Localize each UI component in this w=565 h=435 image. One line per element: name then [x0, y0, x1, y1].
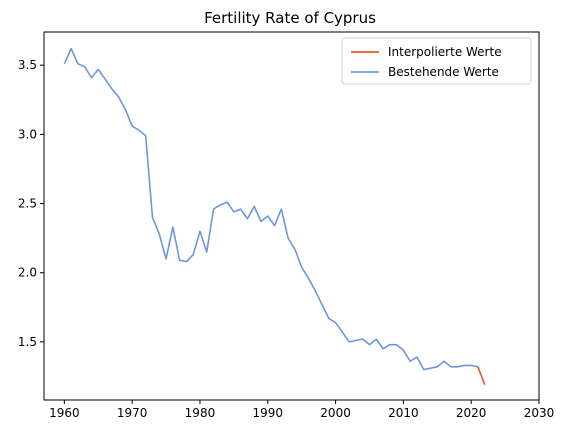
series-line-interpolierte-werte	[477, 366, 486, 386]
legend-entry: Bestehende Werte	[388, 65, 499, 79]
y-tick-label: 2.0	[18, 266, 37, 280]
x-tick-label: 1960	[49, 406, 80, 420]
y-tick-label: 3.5	[18, 58, 37, 72]
plot-area	[63, 47, 486, 386]
y-tick-label: 2.5	[18, 197, 37, 211]
series-line-bestehende-werte	[63, 47, 479, 371]
x-tick-label: 2030	[524, 406, 555, 420]
legend-box	[341, 37, 532, 85]
x-tick-label: 2010	[388, 406, 419, 420]
y-tick-label: 3.0	[18, 127, 37, 141]
legend: Interpolierte Werte Bestehende Werte	[341, 37, 532, 85]
x-tick-label: 1970	[117, 406, 148, 420]
x-axis: 1960 1970 1980 1990 2000 2010 2020 2030	[49, 400, 554, 420]
y-axis: 1.5 2.0 2.5 3.0 3.5	[18, 58, 44, 349]
axes-frame	[43, 31, 540, 401]
chart-title: Fertility Rate of Cyprus	[204, 9, 376, 27]
x-tick-label: 1980	[185, 406, 216, 420]
legend-entry: Interpolierte Werte	[388, 45, 502, 59]
y-tick-label: 1.5	[18, 335, 37, 349]
x-tick-label: 2020	[456, 406, 487, 420]
x-tick-label: 1990	[252, 406, 283, 420]
x-tick-label: 2000	[320, 406, 351, 420]
